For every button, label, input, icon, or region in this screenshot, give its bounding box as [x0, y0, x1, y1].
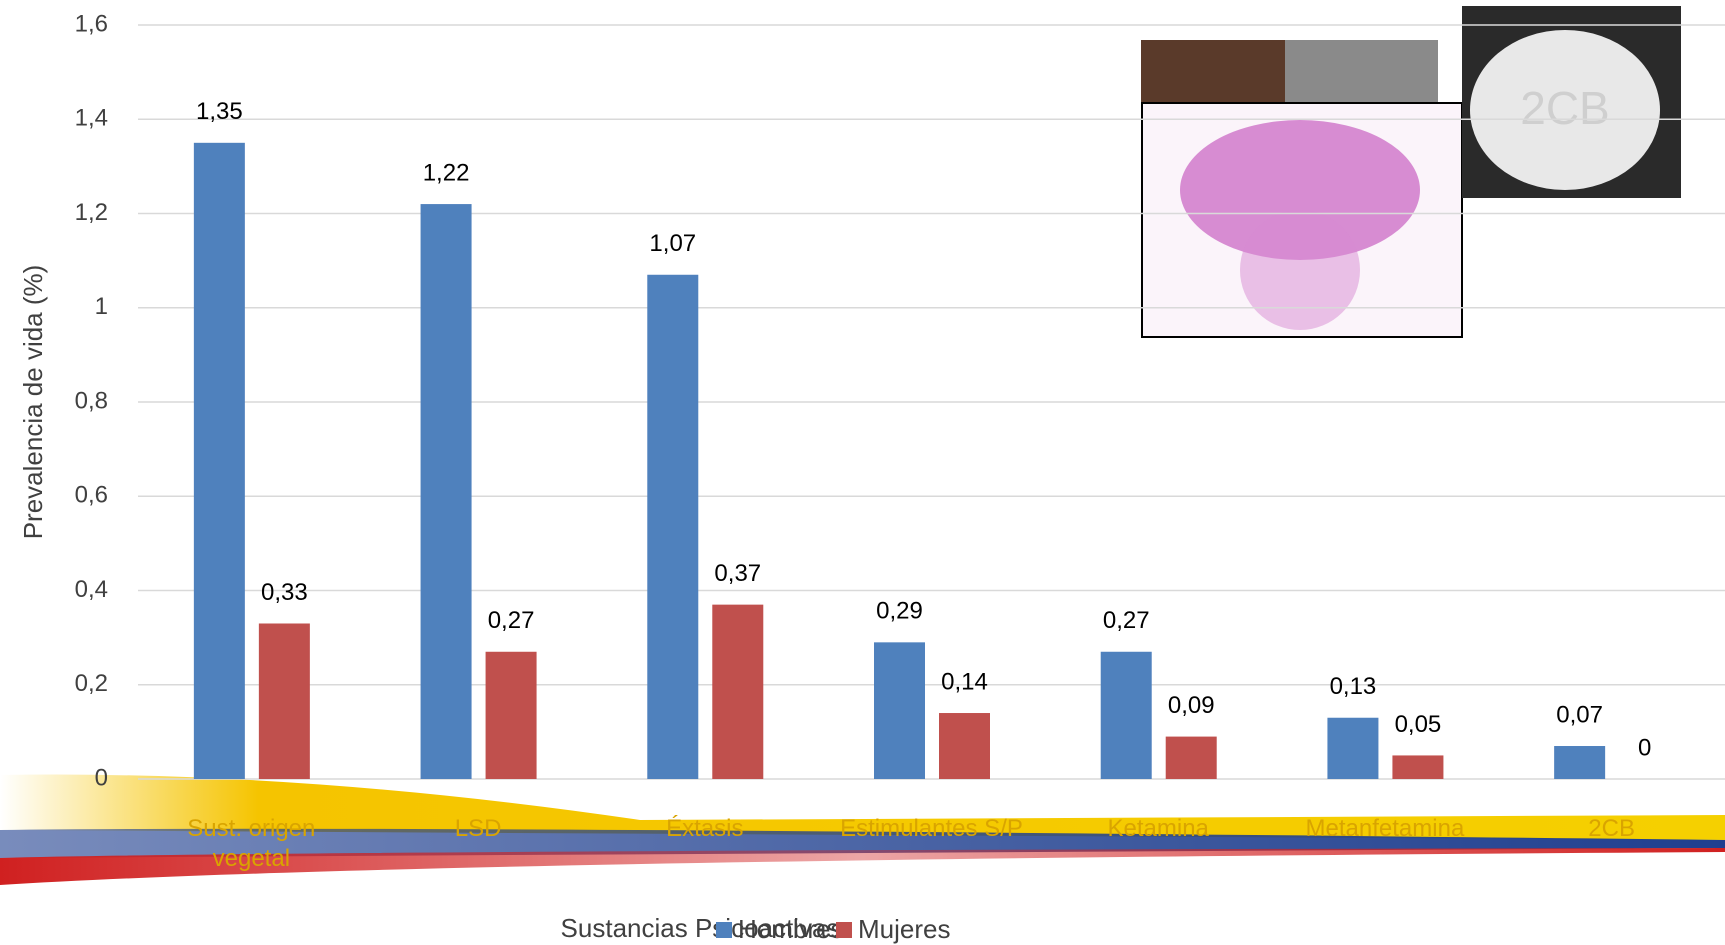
- value-label: 1,07: [649, 230, 696, 257]
- x-tick-label: Ketamina: [1107, 815, 1209, 842]
- marks: [193, 142, 1606, 779]
- value-label: 0,05: [1395, 711, 1442, 738]
- value-label: 0,27: [488, 607, 535, 634]
- bar: [258, 623, 310, 779]
- bar: [485, 651, 537, 779]
- photos: 2CB: [1141, 6, 1681, 338]
- bar: [712, 604, 764, 779]
- y-tick-label: 0,2: [75, 670, 108, 697]
- value-label: 0,13: [1330, 673, 1377, 700]
- svg-text:2CB: 2CB: [1520, 82, 1609, 134]
- bar: [1327, 717, 1379, 779]
- value-label: 0,27: [1103, 607, 1150, 634]
- value-label: 0,37: [714, 560, 761, 587]
- legend-swatch: [836, 922, 852, 938]
- grid: [138, 24, 1725, 780]
- bar: [1100, 651, 1152, 779]
- legend-label: Hombres: [738, 914, 843, 944]
- y-tick-label: 0,6: [75, 482, 108, 509]
- value-label: 0,09: [1168, 692, 1215, 719]
- x-tick-label: Estimulantes S/P: [840, 815, 1023, 842]
- bar: [1392, 755, 1444, 779]
- y-tick-label: 1,2: [75, 199, 108, 226]
- y-tick-label: 0,4: [75, 576, 108, 603]
- bar: [420, 204, 472, 779]
- value-label: 0,14: [941, 668, 988, 695]
- y-tick-label: 1,6: [75, 10, 108, 37]
- y-tick-label: 0,8: [75, 387, 108, 414]
- legend-label: Mujeres: [858, 914, 950, 944]
- bar: [647, 274, 699, 779]
- value-label: 0,33: [261, 579, 308, 606]
- x-tick-label: LSD: [454, 815, 502, 842]
- bar: [1554, 746, 1606, 779]
- y-tick-label: 0: [95, 764, 108, 791]
- x-tick-label: 2CB: [1588, 815, 1635, 842]
- y-tick-label: 1: [95, 293, 108, 320]
- bar: [874, 642, 925, 779]
- x-tick-label: Éxtasis: [666, 815, 744, 842]
- x-axis-title: Sustancias Psicoactivas: [561, 913, 840, 943]
- y-axis-title: Prevalencia de vida (%): [18, 265, 48, 540]
- bar: [193, 142, 245, 779]
- x-tick-label: Metanfetamina: [1305, 815, 1465, 842]
- y-tick-label: 1,4: [75, 105, 108, 132]
- x-tick-label: Sust. origen vegetal: [187, 815, 316, 872]
- value-label: 0: [1638, 734, 1651, 761]
- value-label: 0,07: [1556, 701, 1603, 728]
- flag-decoration: [0, 774, 1725, 885]
- bar: [939, 713, 990, 779]
- value-label: 1,35: [196, 98, 243, 125]
- legend-swatch: [716, 922, 732, 938]
- value-label: 1,22: [423, 159, 470, 186]
- value-label: 0,29: [876, 598, 923, 625]
- bar: [1165, 736, 1217, 779]
